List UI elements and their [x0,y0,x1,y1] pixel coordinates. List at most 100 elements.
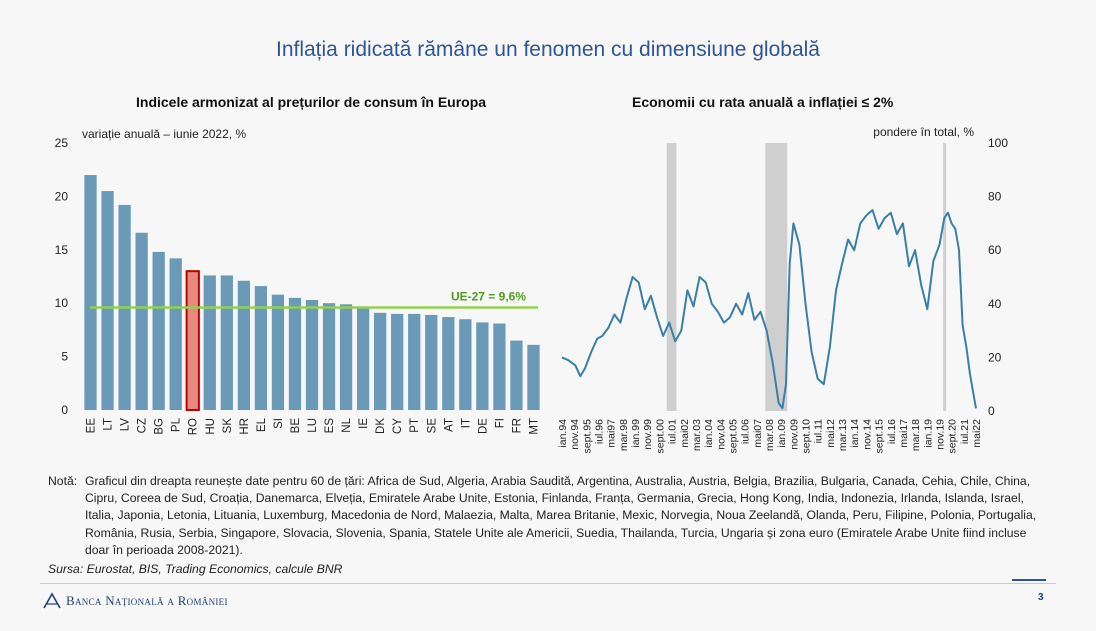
bar-ie [356,307,370,410]
bar-x-tick-label: LU [307,418,319,433]
shaded-periods [666,143,947,411]
line-x-tick-label: iul.11 [813,419,825,443]
bar-y-tick-label: 0 [61,403,68,417]
bar-x-tick-label: DK [375,418,387,434]
bar-x-tick-label: BE [290,418,302,434]
bar-hu [203,275,216,410]
bar-x-tick-label: LT [103,418,115,431]
line-x-tick-label: ian.04 [703,419,715,448]
bar-series [84,175,540,411]
bar-x-tick-label: FR [511,418,523,433]
line-series [561,209,977,410]
line-x-tick-label: iul.06 [740,419,752,444]
ue27-reference: UE-27 = 9,6% [90,289,538,309]
bar-x-tick-label: BG [154,418,166,435]
slide-title: Inflația ridicată rămâne un fenomen cu d… [275,38,820,61]
line-x-tick-label: mar.18 [910,419,922,451]
line-x-tick-label: mai12 [825,419,837,448]
bar-x-tick-label: PT [409,418,421,433]
bar-x-tick-label: HU [205,418,217,435]
bar-x-tick-label: ES [324,418,336,434]
bar-se [425,314,438,410]
footer-divider [40,583,1056,584]
note: Notă: Graficul din dreapta reunește date… [48,473,1038,559]
line-x-tick-label: ian.09 [776,419,788,448]
bar-x-tick-label: IT [460,418,472,428]
ue27-label: UE-27 = 9,6% [451,289,526,303]
line-x-tick-label: iul.16 [886,419,898,444]
bar-x-tick-label: CZ [137,418,149,433]
bar-x-tick-label: SE [426,418,438,434]
bar-y-axis: 0 5 10 15 20 25 [55,136,69,417]
line-chart-ylabel: pondere în total, % [873,125,974,139]
line-x-tick-label: sept.20 [947,419,959,454]
line-x-tick-label: ian.94 [557,419,569,448]
bar-fr [510,340,523,410]
bar-de [476,322,489,410]
line-x-tick-label: mar.08 [764,419,776,451]
bar-y-tick-label: 25 [55,136,69,150]
bar-bg [152,251,165,410]
bar-chart: variație anuală – iunie 2022, % 0 5 10 15 20… [55,127,541,435]
bar-si [271,294,285,410]
line-y-tick-label: 20 [988,350,1002,364]
line-x-tick-label: iul.01 [667,419,679,444]
line-y-tick-label: 40 [988,297,1002,311]
bar-x-tick-label: IE [358,418,370,429]
line-x-tick-label: iul.21 [959,419,971,444]
bnr-logo-icon [43,592,61,609]
bar-pl [169,258,182,410]
bar-hr [237,280,250,410]
bar-lu [305,299,319,410]
bar-sk [220,275,233,410]
line-y-tick-label: 0 [988,404,995,418]
line-x-tick-label: nov.99 [642,419,654,450]
bar-ee [84,175,97,410]
bar-x-tick-label: NL [341,417,353,432]
line-chart-title: Economii cu rata anuală a inflației ≤ 2% [632,94,894,110]
bar-es [322,303,336,410]
line-y-axis: 0 20 40 60 80 100 [988,136,1008,418]
bar-y-tick-label: 15 [55,243,69,257]
line-x-tick-label: mar.98 [618,419,630,451]
line-x-tick-label: nov.09 [788,419,800,450]
line-x-tick-label: mai07 [752,419,764,448]
page-number: 3 [1038,592,1044,603]
line-x-tick-label: ian.14 [849,419,861,448]
line-x-tick-label: nov.19 [934,419,946,450]
line-x-tick-label: nov.94 [569,419,581,450]
line-x-tick-label: mai97 [606,419,618,448]
line-y-tick-label: 100 [988,136,1008,150]
bank-brand: Banca Națională a României [42,592,228,610]
shaded-period [765,143,788,411]
line-x-tick-label: nov.14 [861,419,873,450]
line-x-tick-label: nov.04 [715,419,727,450]
bar-x-tick-label: CY [392,418,404,434]
series-line [561,209,977,410]
line-x-tick-label: sept.00 [654,419,666,454]
bank-name: Banca Națională a României [66,593,228,608]
bar-x-tick-label: SI [273,418,285,429]
bar-x-axis: EE LT LV CZ BG PL RO HU SK HR EL SI BE LU ES NL IE DK CY PT… [86,417,541,435]
bar-x-tick-label: LV [120,418,132,432]
bar-nl [339,304,353,410]
bar-x-tick-label: DE [477,418,489,434]
line-x-tick-label: mai02 [679,419,691,448]
bar-x-tick-label: RO [188,418,200,435]
bar-fi [493,323,506,410]
bar-cz [135,232,148,410]
bar-x-tick-label: FI [494,418,506,428]
bar-chart-ylabel: variație anuală – iunie 2022, % [82,127,246,141]
shaded-period [943,143,947,411]
shaded-period [666,143,677,411]
bar-it [459,319,472,410]
line-x-tick-label: mar.03 [691,419,703,451]
bar-dk [374,312,387,410]
bar-el [254,286,268,410]
line-x-tick-label: sept.95 [581,419,593,454]
line-x-tick-label: mai22 [971,419,983,448]
line-y-tick-label: 60 [988,243,1002,257]
bar-x-tick-label: EL [256,417,268,432]
bar-pt [408,313,421,410]
note-label: Notă: [48,474,78,488]
